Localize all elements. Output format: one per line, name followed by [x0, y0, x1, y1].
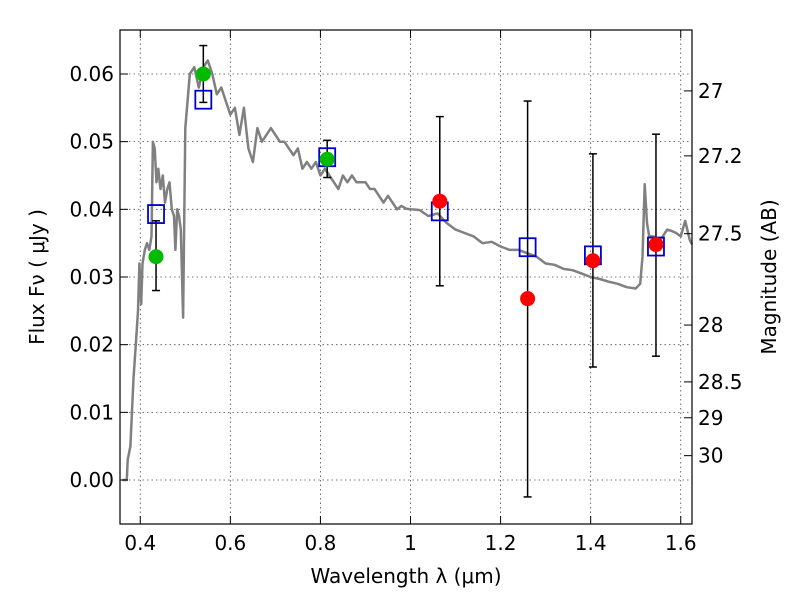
grid: [120, 30, 692, 524]
plot-area: [122, 44, 694, 498]
x-tick-label: 1.6: [665, 531, 697, 555]
y-tick-label: 0.00: [69, 468, 114, 492]
y-tick-label: 0.05: [69, 130, 114, 154]
infrared-photometry-point: [648, 237, 664, 253]
infrared-photometry-point: [585, 253, 601, 269]
x-tick-label: 0.6: [214, 531, 246, 555]
model-photometry-square: [194, 89, 213, 110]
y-tick-label: 0.06: [69, 62, 114, 86]
model-photometry-square: [518, 237, 537, 258]
y2-tick-label: 30: [698, 444, 723, 468]
y-tick-label: 0.01: [69, 400, 114, 424]
x-tick-label: 0.4: [124, 531, 156, 555]
optical-photometry-point: [195, 66, 211, 82]
model-spectrum-line: [122, 59, 694, 482]
y2-tick-label: 28: [698, 313, 723, 337]
optical-photometry-point: [148, 249, 164, 265]
tick-marks: [120, 30, 692, 524]
infrared-photometry-point: [432, 193, 448, 209]
y2-axis-label: Magnitude (AB): [757, 199, 781, 354]
x-tick-label: 1.2: [485, 531, 517, 555]
model-photometry-square: [147, 204, 165, 224]
y2-tick-label: 29: [698, 406, 723, 430]
y-tick-label: 0.02: [69, 333, 114, 357]
tick-labels: 0.4 0.6 0.8 1 1.2 1.4 1.6 0.00 0.01 0.02 0.03 0.04 0…: [69, 62, 742, 555]
y2-tick-label: 27.5: [698, 222, 743, 246]
y2-tick-label: 27.2: [698, 144, 743, 168]
y-tick-label: 0.04: [69, 197, 114, 221]
y-axis-label: Flux Fν ( μJy ): [25, 209, 49, 345]
y2-tick-label: 28.5: [698, 370, 743, 394]
optical-photometry-point: [319, 151, 335, 167]
x-axis-label: Wavelength λ (μm): [310, 564, 501, 588]
x-tick-label: 0.8: [305, 531, 337, 555]
x-tick-label: 1.4: [575, 531, 607, 555]
y2-tick-label: 27: [698, 79, 723, 103]
x-tick-label: 1: [404, 531, 417, 555]
infrared-photometry-point: [520, 291, 536, 307]
y-tick-label: 0.03: [69, 265, 114, 289]
